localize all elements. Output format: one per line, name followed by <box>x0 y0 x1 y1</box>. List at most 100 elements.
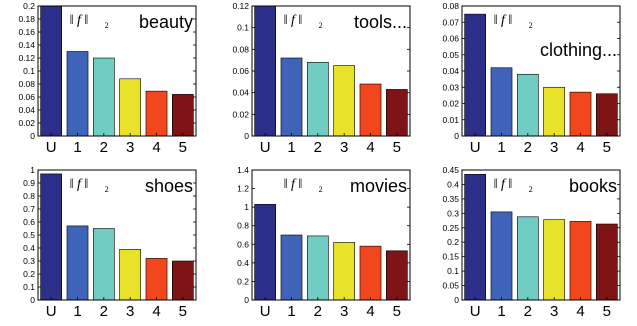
y-tick-label: 0.4 <box>447 179 459 189</box>
x-tick-label: 1 <box>287 303 295 320</box>
bar-4 <box>145 90 168 137</box>
bar-3 <box>333 65 356 137</box>
norm-label: ‖ f ‖ <box>494 177 513 192</box>
chart-title: shoes <box>145 176 193 196</box>
x-tick-label: 4 <box>366 303 374 320</box>
x-tick-label: 5 <box>603 139 611 156</box>
x-tick-label: 1 <box>497 139 505 156</box>
x-tick-label: 5 <box>179 139 187 156</box>
y-tick-label: 0.3 <box>23 256 35 266</box>
norm-subscript: 2 <box>529 21 533 30</box>
bar-4 <box>359 83 382 137</box>
x-tick-label: U <box>470 303 481 320</box>
x-tick-label: 5 <box>393 303 401 320</box>
y-tick-label: 0 <box>244 131 249 141</box>
y-tick-label: 0.2 <box>23 1 35 11</box>
x-tick-label: 3 <box>126 139 134 156</box>
y-tick-label: 0.2 <box>447 237 459 247</box>
y-tick-label: 0 <box>454 131 459 141</box>
y-tick-label: 0.8 <box>237 221 249 231</box>
x-tick-label: 3 <box>550 303 558 320</box>
chart-2: U 1 2 3 4 5 0 0.01 0.02 0.03 0.04 0.05 0.06 0.07 0.08 ‖… <box>442 1 621 156</box>
bar-5 <box>595 223 618 301</box>
y-tick-label: 0.04 <box>232 88 249 98</box>
bar-U <box>254 204 277 301</box>
bar-1 <box>490 67 513 137</box>
y-tick-label: 0 <box>30 131 35 141</box>
y-tick-label: 0.07 <box>442 17 459 27</box>
bar-1 <box>66 225 89 301</box>
y-tick-label: 1.4 <box>237 165 249 175</box>
y-tick-label: 0.04 <box>18 105 35 115</box>
y-tick-label: 0 <box>454 295 459 305</box>
norm-subscript: 2 <box>529 185 533 194</box>
x-tick-label: 2 <box>524 139 532 156</box>
y-tick-label: 0.5 <box>23 230 35 240</box>
y-tick-label: 0.02 <box>18 118 35 128</box>
bar-5 <box>385 250 408 301</box>
bar-5 <box>172 260 194 301</box>
chart-title: beauty <box>139 12 193 32</box>
x-tick-label: 1 <box>73 303 81 320</box>
y-tick-label: 0.01 <box>442 115 459 125</box>
y-tick-label: 0.6 <box>237 239 249 249</box>
chart-title: clothing... <box>540 40 617 60</box>
bar-U <box>40 173 63 301</box>
norm-subscript: 2 <box>319 21 323 30</box>
chart-title: tools... <box>354 12 407 32</box>
y-tick-label: 0.08 <box>18 79 35 89</box>
x-tick-label: 2 <box>314 139 322 156</box>
y-tick-label: 0.12 <box>18 53 35 63</box>
norm-subscript: 2 <box>105 21 109 30</box>
x-tick-label: 2 <box>524 303 532 320</box>
chart-4: U 1 2 3 4 500.20.40.60.811.21.4‖ f ‖ 2 movies <box>237 165 411 320</box>
bar-4 <box>145 258 168 301</box>
y-tick-label: 0.6 <box>23 217 35 227</box>
y-tick-label: 0.12 <box>232 1 249 11</box>
x-tick-label: 3 <box>340 303 348 320</box>
y-tick-label: 0.1 <box>23 66 35 76</box>
y-tick-label: 0 <box>244 295 249 305</box>
y-tick-label: 0.14 <box>18 40 35 50</box>
x-tick-label: 3 <box>550 139 558 156</box>
plot-frame <box>461 169 621 301</box>
x-tick-label: U <box>46 303 57 320</box>
y-tick-label: 0.1 <box>447 266 459 276</box>
y-tick-label: 1.2 <box>237 184 249 194</box>
y-tick-label: 0.02 <box>232 109 249 119</box>
y-tick-label: 0.05 <box>442 281 459 291</box>
y-tick-label: 1 <box>30 165 35 175</box>
bar-2 <box>306 62 329 137</box>
chart-title: books <box>569 176 617 196</box>
y-tick-label: 0.4 <box>23 243 35 253</box>
bar-3 <box>119 249 141 301</box>
bar-U <box>464 174 487 301</box>
x-tick-label: 4 <box>576 303 584 320</box>
chart-title: movies <box>350 176 407 196</box>
x-tick-label: 4 <box>366 139 374 156</box>
bar-U <box>40 5 63 137</box>
bar-5 <box>172 94 194 137</box>
y-tick-label: 0.2 <box>237 276 249 286</box>
bar-1 <box>66 51 89 137</box>
y-tick-label: 0.05 <box>442 50 459 60</box>
y-tick-label: 0 <box>30 295 35 305</box>
x-tick-label: 2 <box>314 303 322 320</box>
x-tick-label: 5 <box>393 139 401 156</box>
x-tick-label: 4 <box>152 303 160 320</box>
y-tick-label: 0.06 <box>232 66 249 76</box>
bar-3 <box>543 219 566 301</box>
norm-label: ‖ f ‖ <box>284 13 303 28</box>
y-tick-label: 0.8 <box>23 191 35 201</box>
norm-label: ‖ f ‖ <box>70 177 89 192</box>
bar-2 <box>93 57 115 137</box>
y-tick-label: 0.35 <box>442 194 459 204</box>
y-tick-label: 0.08 <box>232 44 249 54</box>
bar-3 <box>119 78 141 137</box>
norm-label: ‖ f ‖ <box>494 13 513 28</box>
norm-label: ‖ f ‖ <box>284 177 303 192</box>
bar-5 <box>595 93 618 137</box>
y-tick-label: 0.25 <box>442 223 459 233</box>
y-tick-label: 0.18 <box>18 14 35 24</box>
norm-subscript: 2 <box>105 185 109 194</box>
